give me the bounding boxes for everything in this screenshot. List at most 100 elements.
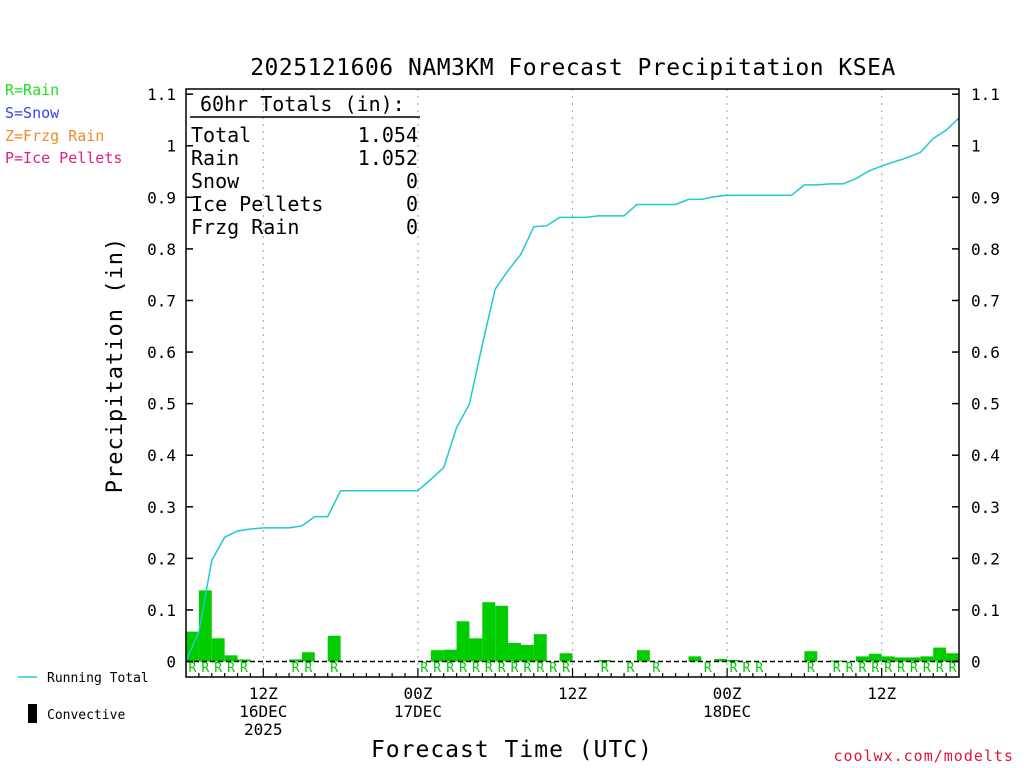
rain-mark-hour-49: R <box>807 661 815 676</box>
y-axis-label: Precipitation (in) <box>103 237 128 493</box>
precip-bar-hour-54 <box>868 653 882 662</box>
totals-value-snow: 0 <box>406 169 418 193</box>
y-tick-label-right-0: 0 <box>971 653 981 672</box>
bottom-legend: Running Total Convective <box>18 671 149 723</box>
rain-mark-hour-53: R <box>858 661 866 676</box>
precip-bar-hour-22 <box>456 621 470 662</box>
totals-value-total: 1.054 <box>358 123 418 147</box>
rain-mark-hour-60: R <box>949 661 957 676</box>
y-tick-label-left-0: 0 <box>166 653 176 672</box>
running-total-line <box>185 117 960 662</box>
y-ticks-right: 0 0.1 0.2 0.3 0.4 0.5 0.6 0.7 0.8 0.9 1 1.1 <box>952 85 1000 672</box>
rain-mark-hour-56: R <box>897 661 905 676</box>
x-tick-label-1-line2: 17DEC <box>394 702 442 721</box>
rain-mark-hour-4: R <box>227 661 235 676</box>
precip-bar-hour-36 <box>636 650 650 662</box>
rain-mark-hour-55: R <box>884 661 892 676</box>
y-tick-label-left-3: 0.3 <box>147 498 176 517</box>
x-tick-label-0-line3: 2025 <box>244 720 283 739</box>
precip-bar-hour-2 <box>198 590 212 662</box>
totals-value-rain: 1.052 <box>358 146 418 170</box>
precip-bar-hour-23 <box>469 638 483 662</box>
rain-mark-hour-12: R <box>330 661 338 676</box>
totals-label-total: Total <box>191 123 251 147</box>
chart-title: 2025121606 NAM3KM Forecast Precipitation… <box>250 55 896 81</box>
precip-bar-hour-12 <box>327 635 341 662</box>
y-tick-label-right-6: 0.6 <box>971 343 1000 362</box>
precip-bar-hour-33 <box>598 659 612 662</box>
totals-heading: 60hr Totals (in): <box>200 92 405 116</box>
rain-mark-hour-35: R <box>627 661 635 676</box>
precip-bar-hour-9 <box>289 659 302 662</box>
y-tick-label-left-10: 1 <box>166 137 176 156</box>
rain-mark-hour-54: R <box>871 661 879 676</box>
y-tick-label-left-7: 0.7 <box>147 291 176 310</box>
totals-value-ice-pellets: 0 <box>406 192 418 216</box>
rain-mark-hour-2: R <box>201 661 209 676</box>
rain-mark-hour-23: R <box>472 661 480 676</box>
x-tick-label-0-line2: 16DEC <box>239 702 287 721</box>
rain-mark-hour-45: R <box>755 661 763 676</box>
rain-mark-hour-30: R <box>562 661 570 676</box>
totals-label-rain: Rain <box>191 146 239 170</box>
y-tick-label-right-5: 0.5 <box>971 395 1000 414</box>
precip-bar-hour-21 <box>443 649 457 662</box>
rain-mark-hour-5: R <box>240 661 248 676</box>
y-tick-label-left-8: 0.8 <box>147 240 176 259</box>
y-tick-label-right-4: 0.4 <box>971 446 1000 465</box>
y-tick-label-left-4: 0.4 <box>147 446 176 465</box>
rain-mark-hour-25: R <box>498 661 506 676</box>
precip-bar-hour-55 <box>881 656 895 662</box>
legend-ice-pellets: P=Ice Pellets <box>5 149 122 167</box>
precip-bar-hour-57 <box>907 657 921 662</box>
convective-legend-label: Convective <box>47 708 125 723</box>
x-tick-label-3-line1: 00Z <box>713 684 742 703</box>
rain-mark-hour-28: R <box>536 661 544 676</box>
precip-bar-hour-10 <box>301 652 315 662</box>
precip-bar-hour-24 <box>482 602 496 662</box>
precip-bar-hour-28 <box>533 634 547 662</box>
rain-mark-hour-44: R <box>743 661 751 676</box>
totals-label-ice-pellets: Ice Pellets <box>191 192 323 216</box>
totals-label-frzg-rain: Frzg Rain <box>191 215 299 239</box>
x-gridlines <box>262 89 883 677</box>
precip-bar-hour-3 <box>211 638 225 662</box>
y-tick-label-right-2: 0.2 <box>971 549 1000 568</box>
y-tick-label-right-7: 0.7 <box>971 291 1000 310</box>
precip-bar-hour-43 <box>727 659 740 662</box>
y-tick-label-right-8: 0.8 <box>971 240 1000 259</box>
y-tick-label-right-3: 0.3 <box>971 498 1000 517</box>
y-tick-label-right-1: 0.1 <box>971 601 1000 620</box>
y-tick-label-left-11: 1.1 <box>147 85 176 104</box>
precip-bar-hour-5 <box>237 659 251 662</box>
totals-box: 60hr Totals (in): Total 1.054 Rain 1.052… <box>190 92 420 239</box>
precip-bar-hour-30 <box>559 653 573 662</box>
precip-bar-hour-60 <box>946 653 959 662</box>
precip-bar-hour-56 <box>894 657 908 662</box>
rain-mark-hour-21: R <box>446 661 454 676</box>
x-tick-label-2-line1: 12Z <box>558 684 587 703</box>
totals-value-frzg-rain: 0 <box>406 215 418 239</box>
rain-mark-hour-41: R <box>704 661 712 676</box>
y-tick-label-left-1: 0.1 <box>147 601 176 620</box>
precip-bar-hour-49 <box>804 651 818 662</box>
rain-mark-hour-29: R <box>549 661 557 676</box>
precip-bar-hour-42 <box>714 658 728 662</box>
x-tick-label-1-line1: 00Z <box>403 684 432 703</box>
rain-mark-hour-3: R <box>214 661 222 676</box>
rain-mark-hour-27: R <box>523 661 531 676</box>
y-tick-label-left-5: 0.5 <box>147 395 176 414</box>
x-tick-label-0-line1: 12Z <box>249 684 278 703</box>
rain-mark-hour-1: R <box>189 661 197 676</box>
type-legend: R=Rain S=Snow Z=Frzg Rain P=Ice Pellets <box>5 81 122 167</box>
legend-frzg-rain: Z=Frzg Rain <box>5 127 104 145</box>
precip-bar-hour-4 <box>224 655 238 662</box>
precip-bar-hour-59 <box>933 647 947 662</box>
rain-mark-hour-19: R <box>420 661 428 676</box>
rain-mark-hour-33: R <box>601 661 609 676</box>
rain-mark-hour-59: R <box>936 661 944 676</box>
rain-mark-hour-22: R <box>459 661 467 676</box>
running-total-legend-label: Running Total <box>47 671 149 686</box>
